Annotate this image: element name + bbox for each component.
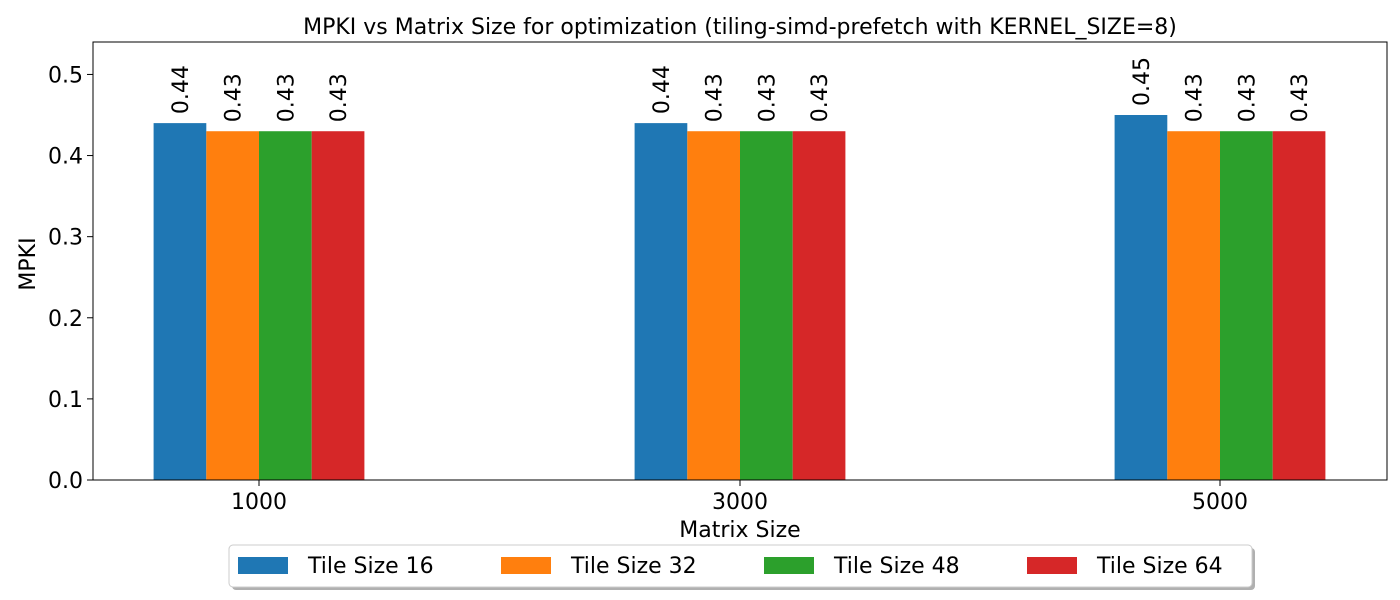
y-tick-label: 0.3: [48, 226, 83, 251]
y-tick-label: 0.2: [48, 307, 83, 332]
y-tick-label: 0.4: [48, 145, 83, 170]
x-tick-label: 5000: [1192, 490, 1248, 515]
bar: [259, 131, 312, 480]
bar-value-label: 0.43: [808, 73, 833, 122]
x-tick-label: 1000: [231, 490, 287, 515]
x-tick-label: 3000: [712, 490, 768, 515]
bars-layer: [153, 115, 1326, 480]
bar-value-label: 0.45: [1130, 57, 1155, 106]
bar: [1114, 115, 1168, 480]
legend-swatch: [501, 557, 551, 574]
legend: Tile Size 16 Tile Size 32 Tile Size 48 Tile…: [228, 544, 1255, 590]
y-tick-label: 0.1: [48, 388, 83, 413]
bar-value-label: 0.44: [650, 65, 675, 114]
bar: [1220, 131, 1273, 480]
bar: [740, 131, 793, 480]
legend-swatch: [238, 557, 288, 574]
bar-value-label: 0.43: [703, 73, 728, 122]
bar: [634, 123, 688, 480]
bar: [687, 131, 740, 480]
chart-title: MPKI vs Matrix Size for optimization (ti…: [303, 15, 1177, 40]
legend-label: Tile Size 64: [1096, 554, 1223, 579]
legend-swatch: [764, 557, 814, 574]
bar: [311, 131, 365, 480]
bar-labels-layer: 0.44 0.43 0.43 0.43 0.44 0.43 0.43 0.43 0.45 0.43…: [169, 57, 1313, 122]
bar: [1167, 131, 1220, 480]
legend-label: Tile Size 16: [307, 554, 434, 579]
bar-value-label: 0.43: [222, 73, 247, 122]
legend-swatch: [1027, 557, 1077, 574]
bar: [1272, 131, 1326, 480]
bar-value-label: 0.43: [274, 73, 299, 122]
legend-label: Tile Size 48: [833, 554, 960, 579]
bar-value-label: 0.43: [1183, 73, 1208, 122]
bar-value-label: 0.43: [755, 73, 780, 122]
legend-box: [228, 544, 1253, 588]
bar: [206, 131, 259, 480]
bar-value-label: 0.43: [1235, 73, 1260, 122]
y-axis-title: MPKI: [16, 237, 41, 290]
y-tick-label: 0.5: [48, 63, 83, 88]
bar: [792, 131, 846, 480]
y-axis: 0.0 0.1 0.2 0.3 0.4 0.5: [48, 63, 93, 494]
legend-label: Tile Size 32: [570, 554, 697, 579]
x-axis: 1000 3000 5000: [231, 480, 1248, 515]
y-tick-label: 0.0: [48, 469, 83, 494]
x-axis-title: Matrix Size: [679, 518, 800, 543]
bar-value-label: 0.43: [1288, 73, 1313, 122]
bar: [153, 123, 207, 480]
bar-value-label: 0.44: [169, 65, 194, 114]
bar-value-label: 0.43: [327, 73, 352, 122]
